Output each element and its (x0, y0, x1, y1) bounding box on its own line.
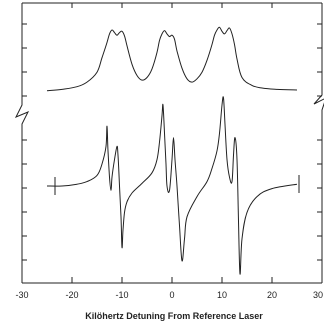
x-tick-label: -30 (15, 290, 28, 300)
lower-trace-line (46, 96, 298, 275)
x-tick-label: -20 (65, 290, 78, 300)
frame-right-break (313, 3, 324, 283)
lower-trace (46, 96, 300, 275)
x-tick-label: 0 (169, 290, 174, 300)
x-tick-label: 30 (313, 290, 323, 300)
plot-frame (14, 2, 324, 284)
x-tick-labels: -30 -20 -10 0 10 20 30 (15, 290, 323, 300)
x-tick-label: 20 (267, 290, 277, 300)
x-tick-label: 10 (217, 290, 227, 300)
x-tick-label: -10 (115, 290, 128, 300)
y-tick-marks (22, 23, 322, 261)
x-tick-marks (21, 3, 323, 283)
x-axis-title: Kilöhertz Detuning From Reference Laser (85, 311, 263, 321)
upper-trace-line (46, 26, 298, 92)
frame-left-break (14, 3, 30, 283)
upper-trace (46, 26, 298, 92)
